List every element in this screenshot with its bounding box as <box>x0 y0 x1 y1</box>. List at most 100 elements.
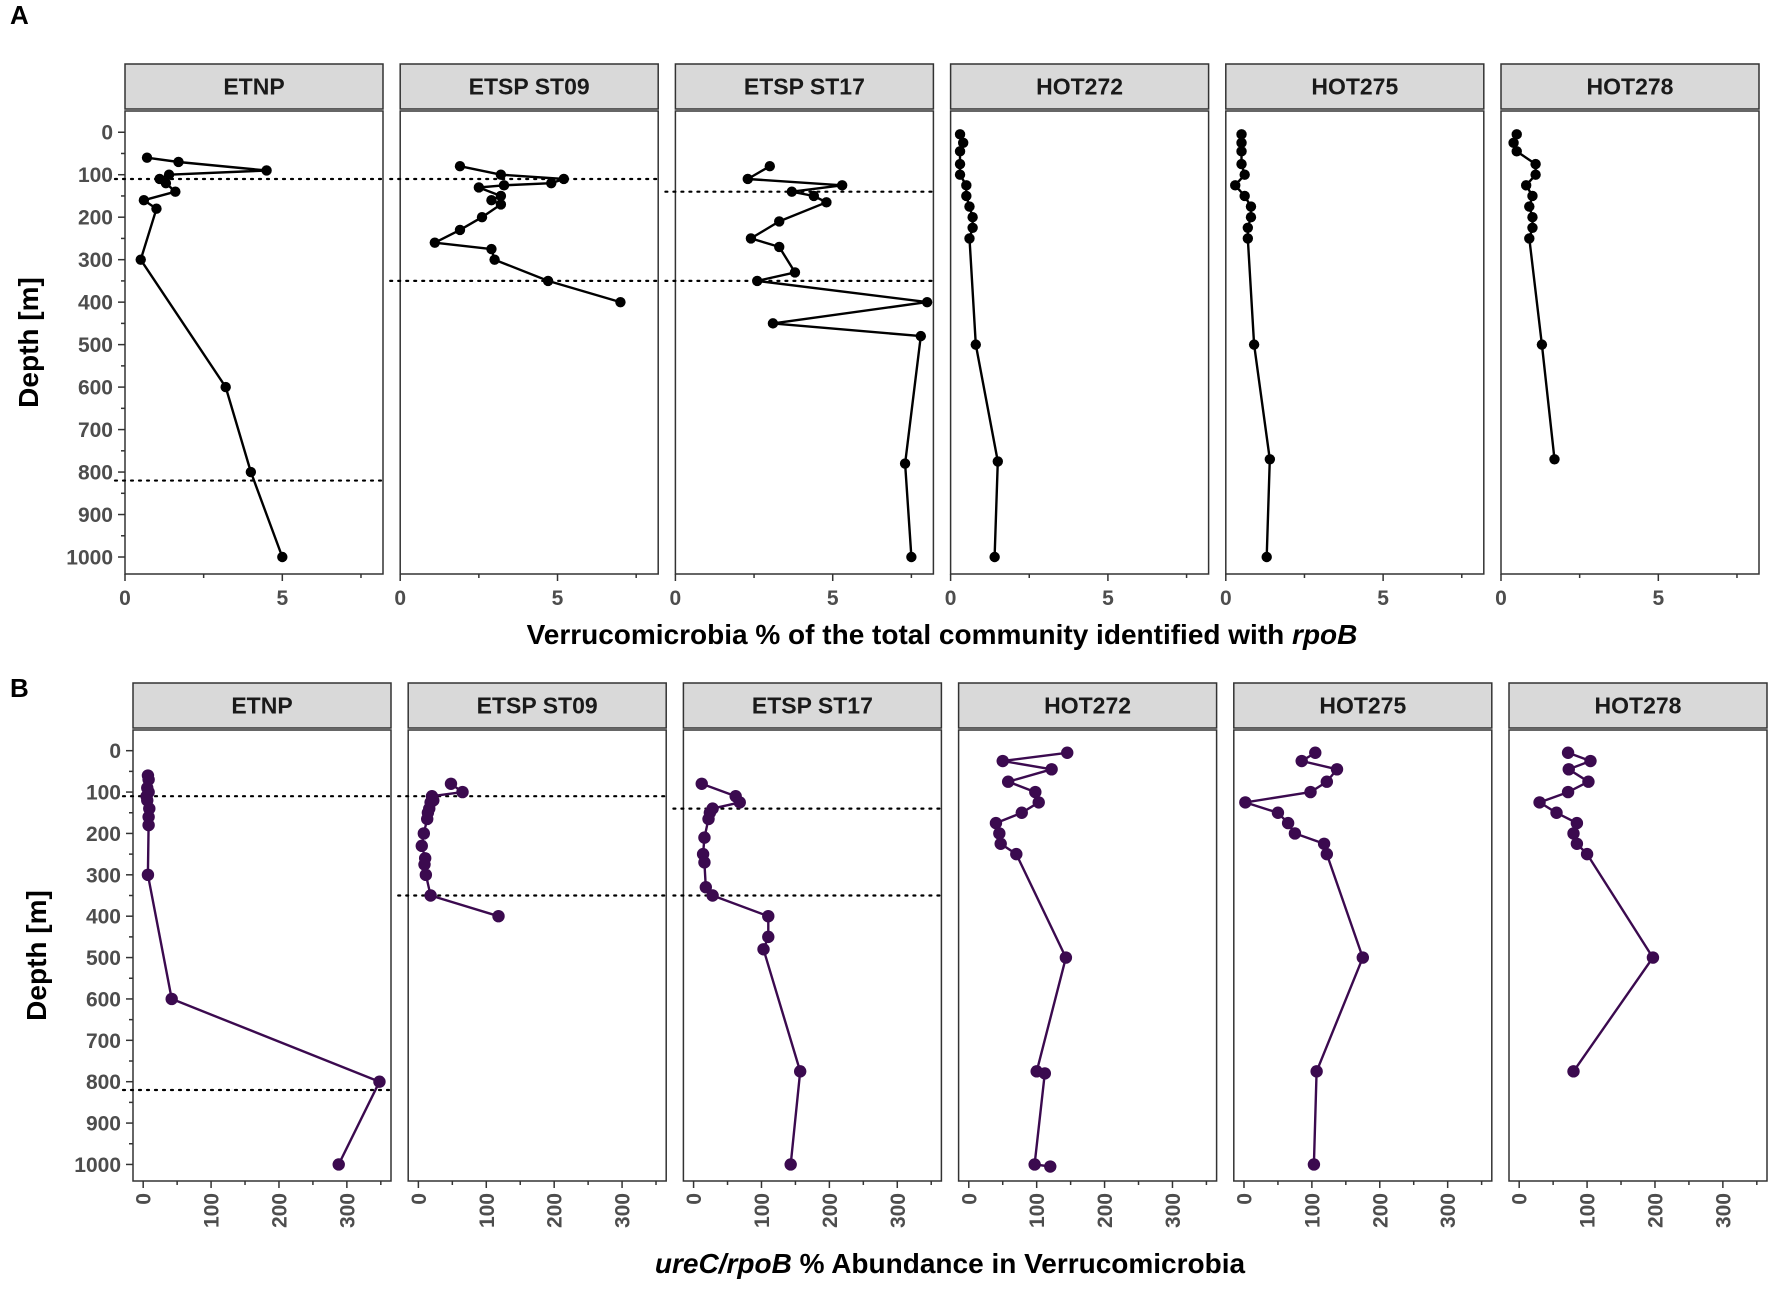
facet-frame <box>1508 729 1768 1182</box>
data-point <box>1304 785 1317 799</box>
data-point <box>486 243 497 255</box>
data-point <box>1570 837 1584 850</box>
x-tick-label: 200 <box>1369 1193 1392 1228</box>
facet-title: ETSP ST17 <box>752 693 873 719</box>
data-point <box>989 816 1003 830</box>
facet-strip <box>132 682 392 729</box>
data-point <box>1245 201 1257 212</box>
data-point <box>1239 169 1250 180</box>
data-point <box>173 156 184 168</box>
data-point <box>1236 158 1247 170</box>
x-tick-label: 200 <box>1645 1193 1668 1228</box>
x-tick-label: 100 <box>201 1193 224 1228</box>
data-point <box>1356 951 1370 964</box>
facet-etnp: ETNP 0 100 200 300 <box>121 682 395 1228</box>
data-point <box>784 1158 797 1171</box>
data-point <box>492 909 505 923</box>
data-point <box>1527 222 1538 234</box>
data-point <box>996 754 1009 768</box>
facet-frame <box>1225 110 1485 575</box>
data-point <box>774 216 785 227</box>
x-axis: 0 100 200 300 <box>1509 1181 1758 1228</box>
x-tick-label: 300 <box>336 1193 359 1228</box>
data-point <box>1029 785 1042 799</box>
data-point <box>767 318 779 329</box>
y-tick-label: 600 <box>78 377 113 400</box>
data-point <box>165 992 178 1006</box>
data-point <box>277 551 288 563</box>
data-point <box>429 237 441 248</box>
data-point <box>1236 146 1247 157</box>
x-tick-label: 200 <box>819 1193 842 1228</box>
data-point <box>1010 847 1023 861</box>
x-tick-label: 200 <box>544 1193 567 1228</box>
x-tick-label: 5 <box>1102 587 1114 610</box>
y-tick-label: 900 <box>86 1113 121 1136</box>
data-point <box>615 296 626 308</box>
y-tick-label: 400 <box>86 906 121 929</box>
data-point <box>1527 211 1538 223</box>
y-tick-label: 300 <box>78 249 113 272</box>
data-point <box>789 267 801 278</box>
facet-title: ETSP ST09 <box>469 74 590 100</box>
data-point <box>421 812 434 826</box>
data-point <box>964 201 975 212</box>
data-point <box>1236 129 1247 140</box>
data-point <box>1310 1065 1323 1078</box>
data-point <box>961 190 972 202</box>
data-point <box>699 881 713 894</box>
data-point <box>1061 746 1074 759</box>
data-point <box>454 224 466 236</box>
data-point <box>415 839 428 853</box>
panel-label: B <box>10 673 29 703</box>
data-point <box>821 197 832 208</box>
data-point <box>964 233 975 244</box>
data-point <box>793 1065 807 1078</box>
x-tick-label: 0 <box>119 587 131 610</box>
x-tick-label: 200 <box>269 1193 292 1228</box>
x-tick-label: 0 <box>1220 587 1232 610</box>
facet-etsp-st09: ETSP ST09 0 100 200 300 <box>397 682 670 1228</box>
data-point <box>1580 847 1594 861</box>
x-tick-label: 300 <box>612 1193 635 1228</box>
data-point <box>1320 775 1334 788</box>
data-point <box>742 173 753 185</box>
x-axis-title-italic: ureC/rpoB <box>655 1248 792 1279</box>
data-point <box>1261 551 1272 563</box>
data-point <box>961 180 972 191</box>
data-point <box>498 180 510 191</box>
y-tick-label: 600 <box>86 988 121 1011</box>
data-point <box>495 169 507 180</box>
data-point <box>135 254 146 265</box>
x-tick-label: 0 <box>670 587 682 610</box>
x-tick-label: 200 <box>1094 1193 1117 1228</box>
data-point <box>970 339 981 350</box>
facet-frame <box>674 110 935 575</box>
data-point <box>141 152 153 163</box>
x-tick-label: 300 <box>887 1193 910 1228</box>
data-point <box>142 818 155 832</box>
data-point <box>1242 222 1254 234</box>
data-point <box>558 173 570 185</box>
y-tick-label: 0 <box>109 740 121 763</box>
data-point <box>954 169 966 180</box>
x-axis: 0 100 200 300 <box>1234 1181 1483 1228</box>
data-point <box>1271 806 1285 819</box>
y-tick-label: 400 <box>78 292 113 315</box>
data-point <box>1511 146 1522 157</box>
y-tick-label: 700 <box>78 419 113 442</box>
data-point <box>1028 1158 1041 1171</box>
data-point <box>1561 785 1575 799</box>
y-tick-label: 200 <box>78 207 113 230</box>
data-point <box>419 868 433 882</box>
x-axis: 0 100 200 300 <box>683 1181 932 1228</box>
data-point <box>1524 233 1535 244</box>
data-point <box>698 856 711 869</box>
data-point <box>495 199 507 210</box>
data-point <box>417 827 431 840</box>
data-point <box>1520 180 1532 191</box>
y-tick-label: 300 <box>86 864 121 887</box>
